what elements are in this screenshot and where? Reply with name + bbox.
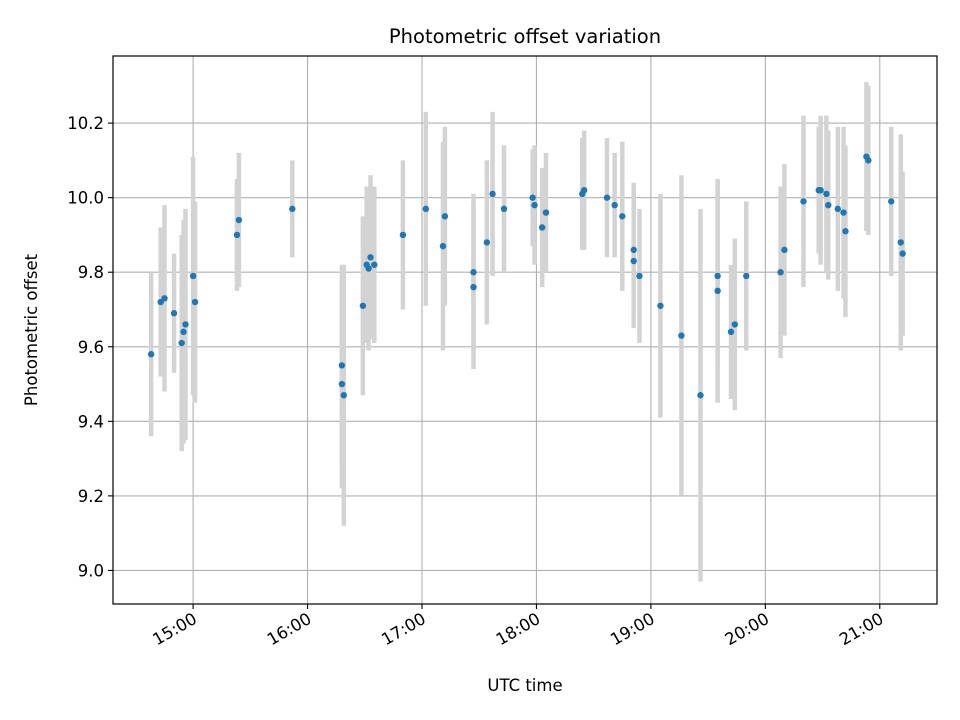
data-point <box>580 187 588 194</box>
data-point <box>439 242 447 250</box>
data-point <box>865 157 872 164</box>
data-point <box>189 272 197 280</box>
data-point <box>619 213 626 220</box>
data-point <box>147 351 155 358</box>
data-point <box>365 265 372 272</box>
data-point <box>542 209 550 216</box>
data-point <box>897 239 904 246</box>
data-point <box>359 302 367 309</box>
data-point <box>340 392 347 399</box>
x-axis-title: UTC time <box>487 676 562 695</box>
data-point <box>338 380 346 388</box>
data-point <box>233 231 241 239</box>
data-point <box>840 209 847 216</box>
data-point <box>500 205 508 213</box>
data-point <box>800 198 807 205</box>
data-point <box>636 272 643 280</box>
data-point <box>731 321 739 328</box>
data-point <box>823 190 830 198</box>
data-point <box>489 190 496 198</box>
data-point <box>714 272 721 280</box>
data-point <box>531 201 538 209</box>
data-point <box>180 328 187 336</box>
y-tick-label: 9.8 <box>78 263 104 282</box>
data-point <box>611 201 618 209</box>
data-point <box>367 254 374 261</box>
data-point <box>743 272 750 280</box>
y-tick-label: 10.2 <box>67 114 104 133</box>
y-tick-label: 9.6 <box>78 338 104 357</box>
y-tick-label: 9.0 <box>78 561 104 580</box>
data-point <box>630 246 637 254</box>
data-point <box>888 198 895 205</box>
data-point <box>191 298 199 306</box>
data-point <box>441 213 449 220</box>
data-point <box>817 187 824 194</box>
data-point <box>727 328 735 336</box>
data-point <box>170 310 178 317</box>
data-point <box>781 246 788 254</box>
data-point <box>714 287 721 295</box>
data-point <box>338 362 346 369</box>
data-point <box>630 257 637 265</box>
data-point <box>529 194 536 201</box>
data-point <box>538 224 546 231</box>
data-point <box>834 205 842 213</box>
data-point <box>678 332 685 339</box>
marker-layer <box>147 153 906 399</box>
data-point <box>603 194 611 201</box>
plot-background <box>113 56 937 604</box>
data-point <box>422 205 430 213</box>
data-point <box>161 295 168 302</box>
y-axis-title: Photometric offset <box>22 253 41 406</box>
data-point <box>399 231 407 239</box>
data-point <box>825 201 832 209</box>
plot-frame <box>112 55 938 605</box>
y-tick-label: 9.2 <box>78 487 104 506</box>
data-point <box>899 250 906 257</box>
y-tick-label: 9.4 <box>78 412 104 431</box>
data-point <box>483 239 491 246</box>
data-point <box>289 205 296 213</box>
grid-layer <box>113 56 937 604</box>
data-point <box>657 302 664 309</box>
chart-title: Photometric offset variation <box>389 25 661 48</box>
data-point <box>697 392 704 399</box>
data-point <box>777 269 784 276</box>
data-point <box>842 228 849 235</box>
data-point <box>470 283 477 291</box>
data-point <box>182 321 189 328</box>
data-point <box>371 261 378 268</box>
y-tick-label: 10.0 <box>67 189 104 208</box>
data-point <box>470 269 477 276</box>
data-point <box>178 339 185 347</box>
data-point <box>235 216 243 224</box>
